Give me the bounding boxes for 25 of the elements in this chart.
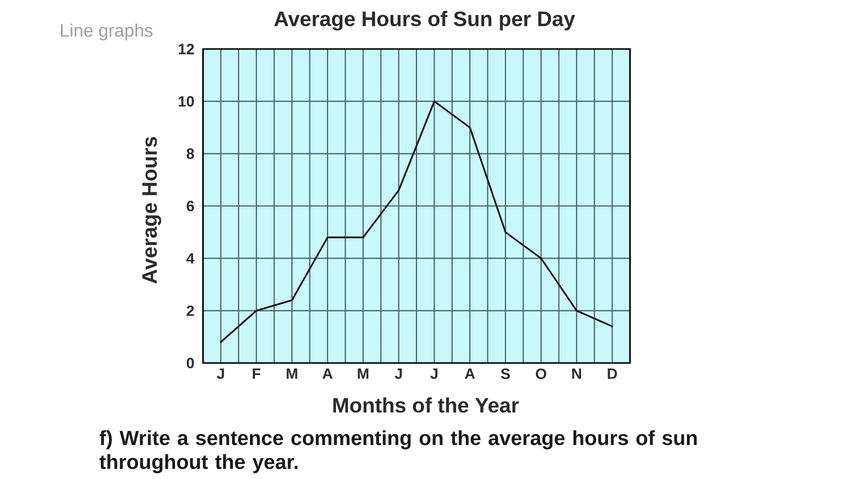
- y-axis-title: Average Hours: [142, 136, 162, 284]
- x-tick-label: M: [358, 368, 368, 379]
- x-tick-label: J: [394, 368, 402, 379]
- y-tick-label: 0: [186, 358, 194, 368]
- text: Line graphs: [60, 24, 153, 40]
- x-tick-label: N: [572, 368, 582, 379]
- x-tick-label: M: [286, 368, 298, 379]
- line-series: [220, 100, 614, 343]
- x-tick-label: O: [536, 368, 546, 380]
- x-tick-label: F: [252, 368, 260, 379]
- y-tick-label: 8: [186, 148, 194, 159]
- y-tick-label: 4: [186, 253, 194, 264]
- y-tick-label: 6: [186, 200, 194, 212]
- x-tick-label: D: [608, 368, 617, 379]
- x-axis-title: Months of the Year: [333, 397, 519, 413]
- x-tick-label: J: [430, 368, 438, 379]
- y-tick-label: 12: [178, 44, 194, 54]
- x-tick-label: J: [216, 368, 224, 379]
- y-tick-label: 2: [186, 305, 194, 316]
- x-tick-label: A: [322, 368, 333, 379]
- chart-title: Average Hours of Sun per Day: [274, 10, 576, 31]
- text: f) Write a sentence commenting on the average hours of sun throughout the year.: [99, 430, 697, 474]
- x-tick-label: A: [464, 368, 475, 379]
- x-tick-label: S: [500, 368, 510, 380]
- y-tick-label: 10: [178, 96, 194, 107]
